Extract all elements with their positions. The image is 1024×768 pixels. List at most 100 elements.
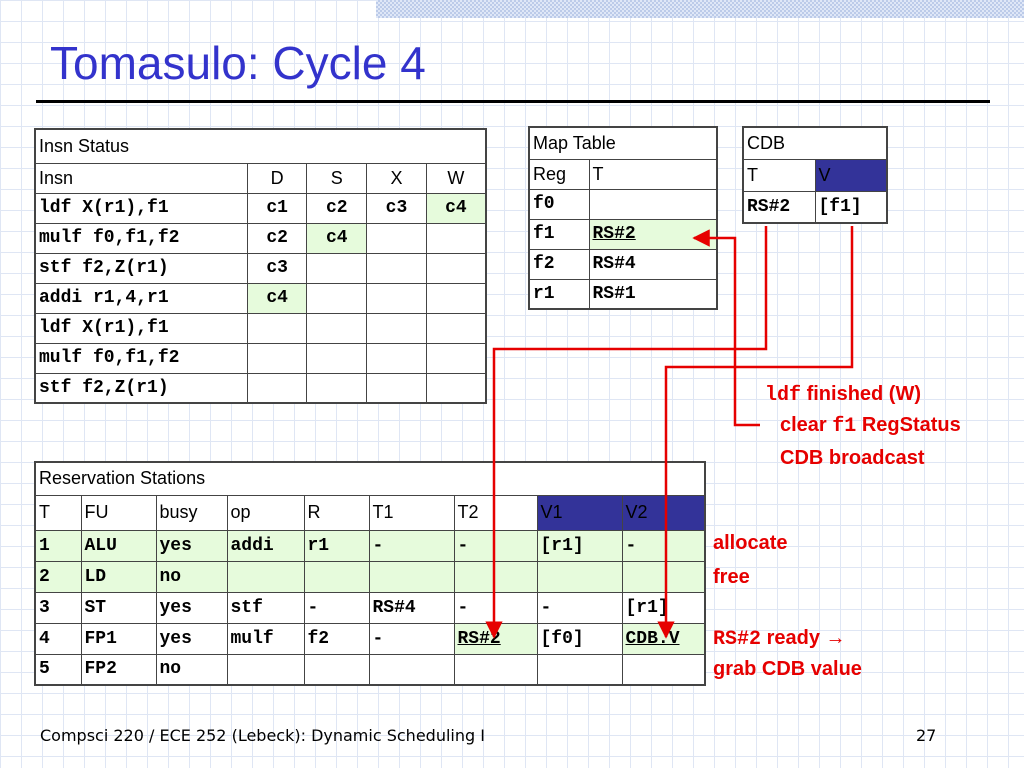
stage-cell: c2	[306, 192, 368, 224]
stage-cell	[425, 252, 487, 284]
stage-cell	[425, 372, 487, 404]
note-allocate: allocate	[713, 532, 788, 554]
col-w: W	[425, 162, 487, 194]
insn-cell: stf f2,Z(r1)	[34, 252, 248, 284]
col-rs-fu: FU	[80, 494, 157, 531]
slide-title: Tomasulo: Cycle 4	[50, 37, 426, 89]
table-row: f2 RS#4	[528, 248, 718, 280]
table-row: 1 ALU yes addi r1 - - [r1] -	[34, 529, 706, 562]
note-rs2-text: ready →	[766, 627, 846, 649]
cdb-value-cell: [f1]	[814, 190, 888, 224]
stage-cell	[366, 312, 427, 344]
col-reg: Reg	[528, 158, 590, 190]
col-rs-op: op	[226, 494, 305, 531]
stage-cell: c1	[246, 192, 308, 224]
col-s: S	[306, 162, 368, 194]
rs-cell: -	[453, 529, 538, 562]
stage-cell	[306, 312, 368, 344]
rs-cell: 5	[34, 653, 82, 686]
note-clear-code: f1	[832, 415, 857, 438]
rs-cell: 3	[34, 591, 82, 624]
rs-cell: FP1	[80, 622, 157, 655]
tag-cell-text: RS#2	[592, 224, 636, 244]
note-ldf-finished: ldf finished (W)	[765, 383, 921, 407]
reg-cell: f1	[528, 218, 590, 250]
rs-cell-text: CDB.V	[625, 628, 680, 649]
stage-cell	[246, 342, 308, 374]
rs-cell	[226, 560, 305, 593]
note-ldf-code: ldf	[765, 384, 802, 407]
rs-cell	[226, 653, 305, 686]
table-row: mulf f0,f1,f2	[34, 342, 487, 374]
note-clear-post: RegStatus	[861, 414, 961, 436]
rs-cell: LD	[80, 560, 157, 593]
stage-cell	[366, 342, 427, 374]
tag-cell: RS#4	[588, 248, 718, 280]
rs-cell: ALU	[80, 529, 157, 562]
stage-cell	[246, 312, 308, 344]
table-row: f0	[528, 188, 718, 220]
stage-cell	[306, 342, 368, 374]
stage-cell	[425, 342, 487, 374]
stage-cell: c4	[246, 282, 308, 314]
rs-cell: RS#4	[368, 591, 455, 624]
map-table: Map Table Reg T f0 f1 RS#2 f2 RS#4 r1 RS…	[528, 126, 718, 310]
stage-cell	[366, 252, 427, 284]
stage-cell	[425, 282, 487, 314]
rs-cell	[303, 653, 370, 686]
note-grab-cdb: grab CDB value	[713, 658, 862, 680]
rs-cell: -	[453, 591, 538, 624]
reg-cell: f0	[528, 188, 590, 220]
rs-cell	[453, 560, 538, 593]
rs-cell: 4	[34, 622, 82, 655]
map-table-title: Map Table	[528, 126, 718, 160]
table-row: 3 ST yes stf - RS#4 - - [r1]	[34, 591, 706, 624]
rs-cell: yes	[155, 529, 228, 562]
cdb-title: CDB	[742, 126, 888, 160]
tag-cell: RS#1	[588, 278, 718, 310]
note-rs2-code: RS#2	[713, 628, 762, 651]
note-clear-regstatus: clear f1 RegStatus	[780, 414, 961, 438]
col-rs-busy: busy	[155, 494, 228, 531]
insn-cell: ldf X(r1),f1	[34, 192, 248, 224]
rs-cell: [f0]	[536, 622, 623, 655]
insn-status-table: Insn Status Insn D S X W ldf X(r1),f1 c1…	[34, 128, 487, 404]
title-underline	[36, 100, 990, 103]
insn-cell: mulf f0,f1,f2	[34, 342, 248, 374]
reg-cell: f2	[528, 248, 590, 280]
rs-cell	[303, 560, 370, 593]
table-row: 4 FP1 yes mulf f2 - RS#2 [f0] CDB.V	[34, 622, 706, 655]
col-rs-t1: T1	[368, 494, 455, 531]
rs-cell	[536, 560, 623, 593]
table-row: 5 FP2 no	[34, 653, 706, 686]
note-rs2-ready: RS#2 ready →	[713, 627, 846, 651]
footer-text: Compsci 220 / ECE 252 (Lebeck): Dynamic …	[40, 726, 485, 745]
stage-cell	[425, 222, 487, 254]
insn-cell: ldf X(r1),f1	[34, 312, 248, 344]
rs-cell: 2	[34, 560, 82, 593]
rs-cell: -	[621, 529, 706, 562]
stage-cell	[366, 372, 427, 404]
col-rs-r: R	[303, 494, 370, 531]
col-t: T	[588, 158, 718, 190]
table-row: stf f2,Z(r1) c3	[34, 252, 487, 284]
rs-cell	[453, 653, 538, 686]
rs-cell: stf	[226, 591, 305, 624]
table-row: f1 RS#2	[528, 218, 718, 250]
rs-cell	[368, 653, 455, 686]
stage-cell: c4	[306, 222, 368, 254]
table-row: addi r1,4,r1 c4	[34, 282, 487, 314]
rs-cell: yes	[155, 622, 228, 655]
note-clear-pre: clear	[780, 414, 827, 436]
stage-cell	[366, 222, 427, 254]
table-row: RS#2 [f1]	[742, 190, 888, 224]
rs-cell: no	[155, 560, 228, 593]
stage-cell: c3	[366, 192, 427, 224]
table-row: 2 LD no	[34, 560, 706, 593]
col-rs-v2: V2	[621, 494, 706, 531]
stage-cell	[425, 312, 487, 344]
table-row: mulf f0,f1,f2 c2 c4	[34, 222, 487, 254]
rs-cell: 1	[34, 529, 82, 562]
rs-cell: -	[536, 591, 623, 624]
col-rs-t: T	[34, 494, 82, 531]
